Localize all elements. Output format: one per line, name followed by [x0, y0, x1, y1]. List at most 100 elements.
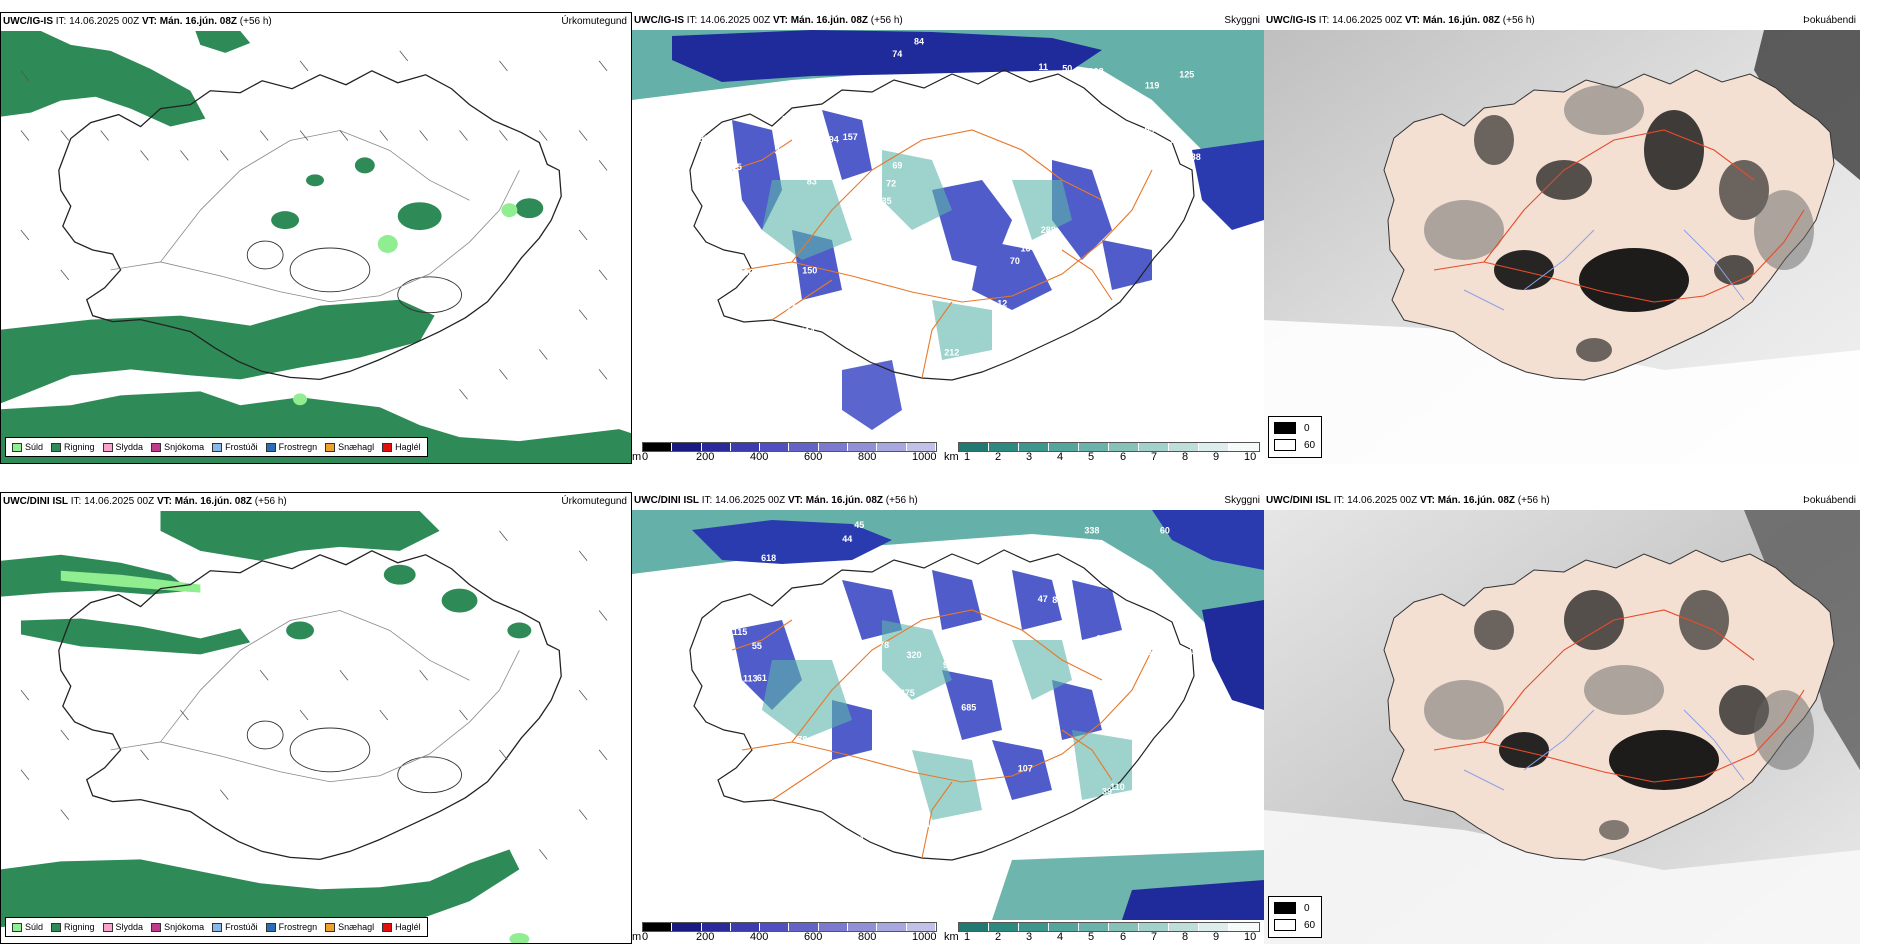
- cloud-base-label: 212: [944, 348, 959, 358]
- model-name: UWC/IG-IS: [634, 15, 684, 26]
- scale-tick-label: 1000: [912, 451, 937, 463]
- model-name: UWC/IG-IS: [1266, 15, 1316, 26]
- cloud-base-label: 106: [752, 335, 767, 345]
- it-label: IT:: [686, 15, 698, 26]
- fog-index-panel-row2: UWC/DINI ISL IT: 14.06.2025 00Z VT: Mán.…: [1264, 492, 1900, 944]
- glacier-outline: [246, 720, 284, 750]
- cloud-base-label: 114: [1111, 797, 1126, 807]
- iceland-coastline: [689, 69, 1195, 381]
- legend-swatch: [265, 442, 276, 452]
- fog-white-sea-south: [1264, 810, 1860, 944]
- cloud-base-label: 72: [983, 579, 993, 589]
- iceland-coastline: [689, 549, 1195, 861]
- legend-item-snow: Snjókoma: [151, 922, 204, 932]
- cloud-base-label: 47: [1038, 594, 1048, 604]
- cloud-base-label: 85: [699, 134, 709, 144]
- iceland-coastline: [58, 70, 562, 381]
- legend-item-freezing-drizzle: Frostúði: [212, 442, 258, 452]
- scale-tick-label: 0: [642, 931, 649, 943]
- it-value: 14.06.2025 00Z: [84, 496, 155, 507]
- precip-type-legend: Súld Rigning Slydda Snjókoma Frostúði Fr…: [5, 437, 428, 457]
- rain-blob: [383, 564, 416, 585]
- legend-label: Frostregn: [278, 922, 318, 932]
- glacier-outline: [289, 247, 371, 293]
- legend-swatch: [12, 442, 22, 452]
- cloud-base-label: 113: [743, 674, 758, 684]
- cloud-base-label: 85: [799, 96, 809, 106]
- visibility-scale: km 1 2 3 4 5 6 7 8 9 10: [944, 440, 1260, 464]
- visibility-unit: km: [944, 931, 959, 943]
- cloud-base-label: 89: [1052, 595, 1062, 605]
- cloud-base-label: 94: [829, 134, 839, 144]
- legend-swatch: [325, 442, 336, 452]
- drizzle-band-nw: [60, 570, 201, 593]
- model-name: UWC/DINI ISL: [3, 496, 68, 507]
- drizzle-blob: [293, 393, 308, 406]
- cloud-base-label: 127: [936, 286, 951, 296]
- cloud-base-label: 113: [1003, 110, 1018, 120]
- visibility-unit: km: [944, 451, 959, 463]
- fog-dark-sea-ne: [1754, 30, 1860, 180]
- fog-dark-patches: [1474, 590, 1769, 840]
- lead-time: (+56 h): [870, 15, 903, 26]
- vt-value: Mán. 16.jún. 08Z: [174, 496, 252, 507]
- cloud-base-label: 618: [761, 553, 776, 563]
- scale-tick-label: 8: [1182, 451, 1189, 463]
- scale-tick-label: 6: [1120, 451, 1127, 463]
- river-network: [1463, 229, 1745, 311]
- cloud-base-label: 30: [782, 286, 792, 296]
- vt-value: Mán. 16.jún. 08Z: [805, 495, 883, 506]
- cloud-base-label: 12: [997, 298, 1007, 308]
- legend-item-rain: Rigning: [51, 922, 95, 932]
- legend-item-rain: Rigning: [51, 442, 95, 452]
- legend-label: Slydda: [115, 922, 144, 932]
- cloud-base-label: 82: [1098, 645, 1108, 655]
- rain-blob: [507, 622, 532, 639]
- wind-barbs: [20, 530, 608, 860]
- cloud-base-label: 115: [733, 627, 748, 637]
- glacier-outline: [289, 727, 371, 773]
- scale-tick-label: 400: [750, 931, 769, 943]
- fog-legend-label: 60: [1304, 919, 1316, 931]
- fog-map-svg: [1264, 30, 1860, 464]
- it-value: 14.06.2025 00Z: [700, 15, 771, 26]
- legend-label: Slydda: [115, 442, 144, 452]
- visibility-ramp: [958, 922, 1260, 932]
- cloud-base-label: 288: [1041, 225, 1056, 235]
- vt-value: Mán. 16.jún. 08Z: [1437, 495, 1515, 506]
- cloud-base-label: 61: [757, 673, 767, 683]
- rain-blob: [306, 174, 324, 187]
- cloud-base-ramp: [642, 442, 937, 452]
- cloud-base-label: 43: [1137, 330, 1147, 340]
- cloud-base-label: 89: [1115, 105, 1125, 115]
- cloud-base-label: 106: [1096, 633, 1111, 643]
- scale-tick-label: 800: [858, 931, 877, 943]
- cloud-base-label: 125: [886, 288, 901, 298]
- legend-swatch: [212, 922, 223, 932]
- visibility-map-svg: 4311511913511310613681961576114712228129…: [632, 30, 1264, 440]
- cloud-base-label: 320: [907, 650, 922, 660]
- scale-tick-label: 200: [696, 451, 715, 463]
- cloud-base-label: 114: [800, 326, 815, 336]
- cloud-base-label: 97: [727, 757, 737, 767]
- vt-label: VT:: [787, 495, 803, 506]
- vt-label: VT:: [1419, 495, 1435, 506]
- cloud-base-label: 45: [854, 520, 864, 530]
- wind-barbs: [20, 50, 608, 400]
- fog-grey-patches: [1424, 665, 1814, 770]
- cloud-base-label: 61: [712, 337, 722, 347]
- panel-header: UWC/DINI ISL IT: 14.06.2025 00Z VT: Mán.…: [632, 492, 1264, 510]
- cloud-base-label: 78: [797, 734, 807, 744]
- fog-white-sea-south: [1264, 320, 1860, 464]
- it-label: IT:: [701, 495, 713, 506]
- fog-legend-swatch: [1274, 902, 1296, 914]
- cloud-base-label: 58: [960, 161, 970, 171]
- cloud-base-scale: m 0 200 400 600 800 1000: [632, 920, 937, 944]
- cloud-base-label: 129: [1046, 229, 1061, 239]
- cloud-base-label: 111: [851, 834, 865, 844]
- precip-map-svg: [1, 31, 631, 463]
- vt-label: VT:: [772, 15, 788, 26]
- scale-tick-label: 6: [1120, 931, 1127, 943]
- legend-item-freezing-rain: Frostregn: [265, 442, 317, 452]
